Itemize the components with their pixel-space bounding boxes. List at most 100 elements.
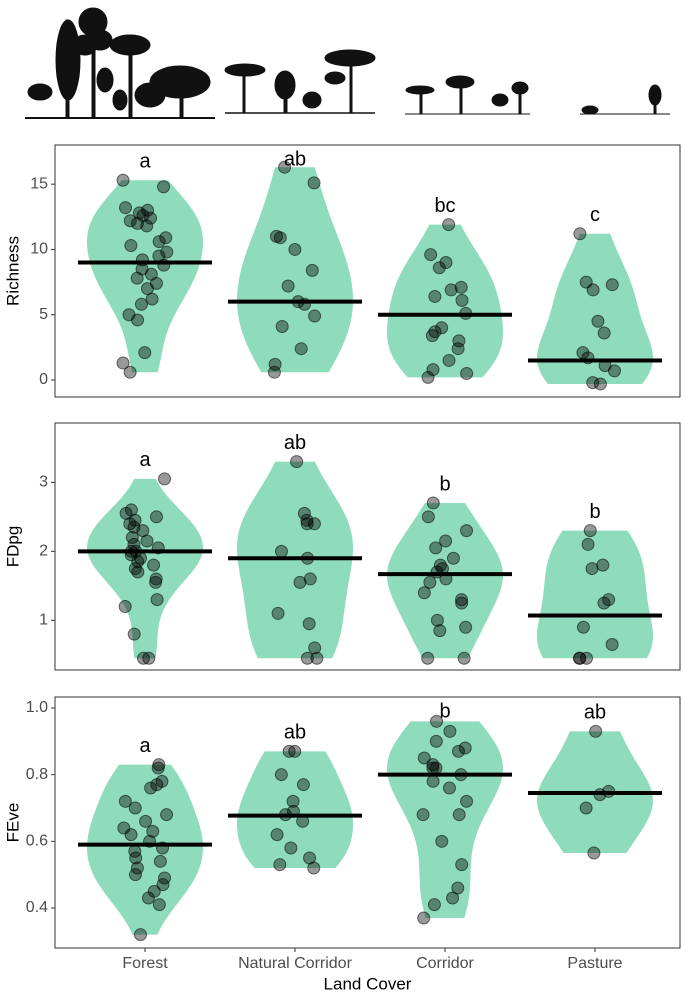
data-point xyxy=(128,801,142,815)
data-point xyxy=(152,898,166,912)
data-point xyxy=(307,176,321,190)
data-point xyxy=(586,283,600,297)
data-point xyxy=(433,558,447,572)
data-point xyxy=(157,258,171,272)
significance-letter: bc xyxy=(434,195,455,217)
data-point xyxy=(153,854,167,868)
data-point xyxy=(118,600,132,614)
data-point xyxy=(597,326,611,340)
data-point xyxy=(433,624,447,638)
data-point xyxy=(581,351,595,365)
data-point xyxy=(300,513,314,527)
data-point xyxy=(426,363,440,377)
y-tick-label: 5 xyxy=(39,306,48,323)
violin xyxy=(237,751,353,868)
data-point xyxy=(587,846,601,860)
data-point xyxy=(439,256,453,270)
y-tick-label: 10 xyxy=(30,241,48,258)
x-tick-label: Natural Corridor xyxy=(238,955,352,972)
data-point xyxy=(421,651,435,665)
data-point xyxy=(443,724,457,738)
data-point xyxy=(150,778,164,792)
data-point xyxy=(442,353,456,367)
data-point xyxy=(421,370,435,384)
data-point xyxy=(430,565,444,579)
data-point xyxy=(156,878,170,892)
data-point xyxy=(284,841,298,855)
y-tick-label: 1 xyxy=(39,612,48,629)
data-point xyxy=(288,242,302,256)
data-point xyxy=(446,891,460,905)
tree-silhouettes xyxy=(25,7,670,119)
data-point xyxy=(302,617,316,631)
data-point xyxy=(572,651,586,665)
data-point xyxy=(460,524,474,538)
significance-letter: a xyxy=(139,449,151,471)
y-tick-label: 3 xyxy=(39,474,48,491)
data-point xyxy=(290,455,304,469)
data-point xyxy=(300,651,314,665)
data-point xyxy=(300,517,314,531)
data-point xyxy=(274,544,288,558)
data-point xyxy=(159,231,173,245)
significance-letter: a xyxy=(139,151,151,173)
data-point xyxy=(307,517,321,531)
data-point xyxy=(124,828,138,842)
data-point xyxy=(432,261,446,275)
y-axis-title: FEve xyxy=(3,803,22,843)
data-point xyxy=(150,593,164,607)
data-point xyxy=(430,613,444,627)
data-point xyxy=(294,342,308,356)
data-point xyxy=(140,219,154,233)
y-tick-label: 0.4 xyxy=(26,899,48,916)
data-point xyxy=(303,572,317,586)
data-point xyxy=(298,297,312,311)
data-point xyxy=(605,637,619,651)
data-point xyxy=(301,551,315,565)
data-point xyxy=(591,314,605,328)
data-point xyxy=(576,346,590,360)
significance-letter: ab xyxy=(584,702,606,724)
violin xyxy=(387,224,503,378)
data-point xyxy=(291,295,305,309)
violin xyxy=(87,180,203,373)
data-point xyxy=(273,231,287,245)
data-point xyxy=(131,313,145,327)
data-point xyxy=(451,342,465,356)
data-point xyxy=(573,227,587,241)
data-point xyxy=(460,794,474,808)
panel-border xyxy=(54,422,681,671)
data-point xyxy=(296,814,310,828)
data-point xyxy=(455,858,469,872)
data-point xyxy=(124,544,138,558)
data-point xyxy=(155,841,169,855)
data-point xyxy=(308,641,322,655)
data-point xyxy=(589,724,603,738)
data-point xyxy=(271,606,285,620)
data-point xyxy=(282,744,296,758)
data-point xyxy=(149,510,163,524)
data-point xyxy=(286,794,300,808)
y-tick-label: 1.0 xyxy=(26,699,48,716)
data-point xyxy=(293,575,307,589)
data-point xyxy=(146,824,160,838)
data-point xyxy=(145,292,159,306)
x-tick-label: Corridor xyxy=(416,955,474,972)
data-point xyxy=(278,808,292,822)
violin xyxy=(537,530,653,659)
data-point xyxy=(136,651,150,665)
data-point xyxy=(429,734,443,748)
data-point xyxy=(460,366,474,380)
data-point xyxy=(310,651,324,665)
significance-letter: c xyxy=(590,204,600,226)
data-point xyxy=(417,911,431,925)
data-point xyxy=(158,472,172,486)
data-point xyxy=(278,160,292,174)
data-point xyxy=(152,235,166,249)
data-point xyxy=(579,801,593,815)
violin xyxy=(87,478,203,659)
data-point xyxy=(274,768,288,782)
data-point xyxy=(430,714,444,728)
data-point xyxy=(149,575,163,589)
data-point xyxy=(417,751,431,765)
